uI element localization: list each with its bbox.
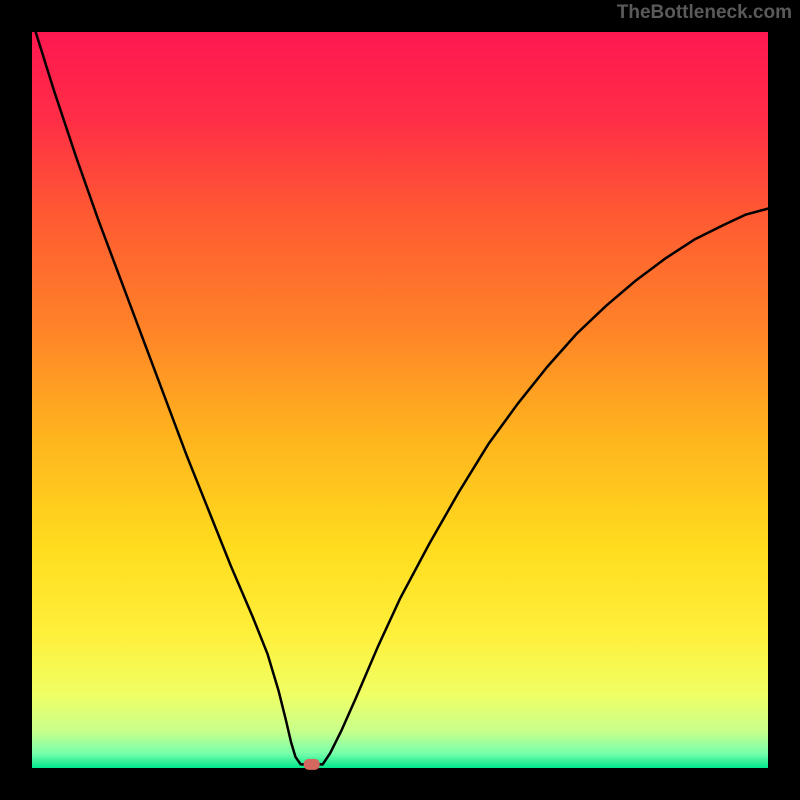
bottleneck-chart: TheBottleneck.com	[0, 0, 800, 800]
chart-svg	[0, 0, 800, 800]
watermark-text: TheBottleneck.com	[617, 2, 792, 24]
